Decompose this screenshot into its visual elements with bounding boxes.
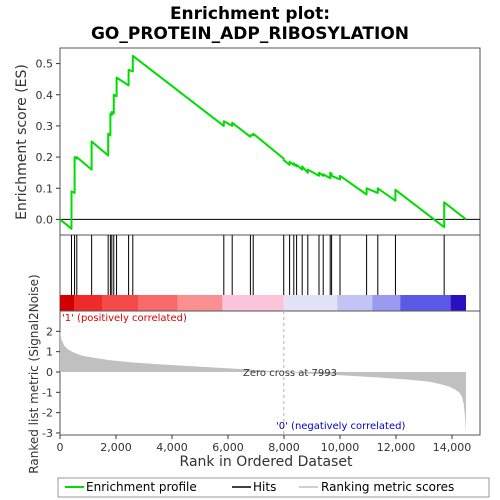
es-panel: 0.0 0.1 0.2 0.3 0.4 0.5 [36, 47, 481, 236]
x-axis-label: Rank in Ordered Dataset [180, 454, 353, 470]
x-tick-label: 14,000 [433, 441, 472, 454]
legend-hits-label: Hits [253, 480, 276, 494]
metric-y-tick-label: -3 [42, 427, 53, 440]
heat-bar-segment [450, 295, 466, 311]
x-tick-label: 12,000 [377, 441, 416, 454]
legend-metric-label: Ranking metric scores [321, 480, 454, 494]
x-tick-label: 2,000 [100, 441, 132, 454]
chart-title-line1: Enrichment plot: [170, 4, 330, 24]
heat-bar-segment [222, 295, 284, 311]
heat-bar-segment [138, 295, 178, 311]
metric-y-tick-label: -1 [42, 386, 53, 399]
metric-y-tick-label: -2 [42, 407, 53, 420]
es-y-tick-label: 0.1 [36, 182, 54, 195]
x-tick-label: 0 [57, 441, 64, 454]
x-tick-label: 4,000 [156, 441, 188, 454]
es-axis-label: Enrichment score (ES) [14, 64, 30, 220]
metric-y-tick-label: 0 [46, 366, 53, 379]
chart-title-line2: GO_PROTEIN_ADP_RIBOSYLATION [91, 24, 409, 44]
metric-axis-label: Ranked list metric (Signal2Noise) [27, 274, 41, 473]
legend-es-label: Enrichment profile [86, 480, 197, 494]
metric-y-tick-label: 2 [46, 325, 53, 338]
heat-bar-segment [283, 295, 338, 311]
hits-panel [59, 234, 481, 312]
heat-bar-segment [177, 295, 223, 311]
heat-bar-segment [372, 295, 401, 311]
zero-cross-label: Zero cross at 7993 [243, 368, 337, 379]
es-y-tick-label: 0.4 [36, 89, 54, 102]
x-tick-label: 10,000 [321, 441, 360, 454]
es-y-tick-label: 0.3 [36, 120, 54, 133]
metric-panel: -3 -2 -1 0 1 2 0 2,000 4,000 6,000 8,000 10,000 12,0… [42, 310, 481, 454]
es-profile-line [59, 54, 467, 230]
legend-box [57, 477, 490, 498]
heat-bar-segment [400, 295, 451, 311]
x-tick-label: 6,000 [212, 441, 244, 454]
legend: Enrichment profile Hits Ranking metric s… [57, 477, 490, 498]
es-plot-frame [59, 47, 481, 236]
es-y-tick-label: 0.0 [36, 213, 54, 226]
heat-bar-segment [337, 295, 373, 311]
heat-bar-segment [60, 295, 74, 311]
heat-bar-segment [102, 295, 139, 311]
heat-bar-segment [74, 295, 102, 311]
es-y-tick-label: 0.2 [36, 151, 54, 164]
metric-y-tick-label: 1 [46, 346, 53, 359]
x-tick-label: 8,000 [268, 441, 300, 454]
negative-correlated-label: '0' (negatively correlated) [276, 421, 405, 432]
positive-correlated-label: '1' (positively correlated) [62, 313, 187, 324]
es-y-tick-label: 0.5 [36, 58, 54, 71]
